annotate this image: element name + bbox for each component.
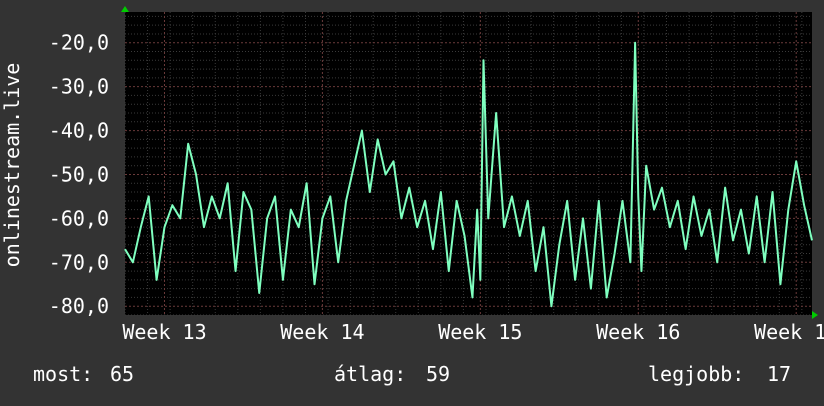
y-tick-label: -80,0 [49, 294, 109, 318]
average-label: átlag: [334, 362, 407, 386]
x-tick-label: Week 13 [122, 320, 206, 344]
y-axis-label: onlinestream.live [0, 63, 24, 268]
x-axis-ticks: Week 13 Week 14 Week 15 Week 16 Week 17 [122, 320, 824, 344]
grid-minor [124, 12, 812, 316]
average-value: 59 [426, 362, 451, 386]
y-tick-label: -40,0 [49, 119, 109, 143]
y-tick-label: -30,0 [49, 75, 109, 99]
y-tick-label: -60,0 [49, 206, 109, 230]
series-group [124, 41, 813, 308]
series-line-0 [124, 41, 813, 308]
y-tick-label: -20,0 [49, 31, 109, 55]
x-tick-label: Week 14 [280, 320, 364, 344]
current-value: 65 [110, 362, 135, 386]
x-tick-label: Week 16 [596, 320, 680, 344]
x-tick-label: Week 15 [438, 320, 522, 344]
y-axis-ticks: -80,0 -70,0 -60,0 -50,0 -40,0 -30,0 -20,0 [49, 31, 109, 318]
x-axis-arrow-icon [812, 311, 818, 319]
best-value: 17 [767, 362, 792, 386]
y-axis-arrow-icon [121, 6, 129, 12]
x-tick-label: Week 17 [754, 320, 824, 344]
footer-stats: most: 65 átlag: 59 legjobb: 17 [0, 362, 824, 388]
best-label: legjobb: [648, 362, 745, 386]
current-label: most: [33, 362, 94, 386]
y-tick-label: -70,0 [49, 250, 109, 274]
y-tick-label: -50,0 [49, 162, 109, 186]
